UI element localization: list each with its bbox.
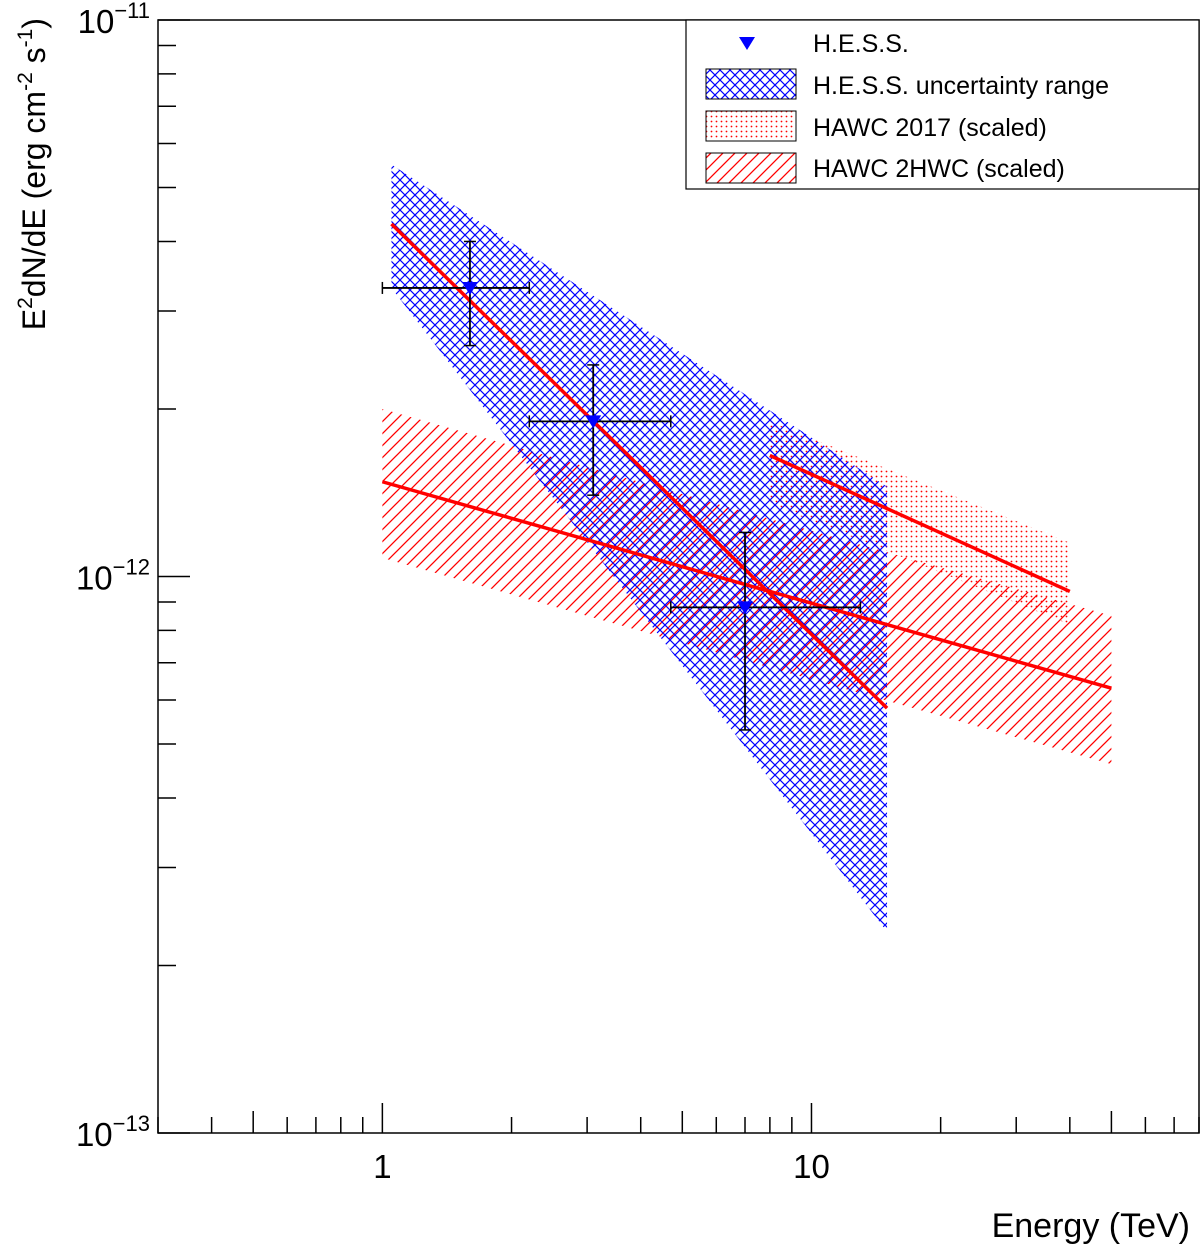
legend-item-hawc2017: HAWC 2017 (scaled) [705, 110, 1047, 142]
point-marker-triangle [585, 415, 602, 429]
legend-label-hawc2017: HAWC 2017 (scaled) [813, 114, 1047, 142]
hess_band-band [391, 164, 888, 932]
legend-swatch-diagonal [705, 152, 797, 184]
legend-label-hess: H.E.S.S. [813, 30, 909, 58]
y-tick-label: 10−13 [76, 1111, 150, 1153]
legend-label-hawc2hwc: HAWC 2HWC (scaled) [813, 155, 1065, 183]
x-axis-title: Energy (TeV) [992, 1207, 1190, 1245]
legend-label-hess-band: H.E.S.S. uncertainty range [813, 72, 1109, 100]
bands-layer [382, 164, 1112, 932]
legend-item-hawc2hwc: HAWC 2HWC (scaled) [705, 152, 1065, 184]
point-marker-triangle [737, 601, 754, 615]
point-marker-triangle [461, 281, 478, 295]
x-tick-label: 10 [793, 1148, 830, 1185]
hess_band-fit-line [390, 222, 889, 710]
y-tick-label: 10−11 [78, 0, 150, 40]
axis-ticks [157, 19, 1200, 1134]
data-points-layer [381, 240, 862, 731]
fit-lines-layer [381, 222, 1112, 710]
hawc2017-fit-line [769, 453, 1071, 594]
legend-swatch-dots [705, 110, 797, 142]
y-tick-label: 10−12 [76, 555, 150, 597]
legend-marker-triangle [739, 37, 755, 50]
x-tick-label: 1 [373, 1148, 391, 1185]
data-point-1 [381, 240, 531, 347]
legend-item-hess-band: H.E.S.S. uncertainty range [705, 68, 1109, 100]
y-axis-title: E2dN/dE (erg cm-2 s-1) [14, 18, 52, 330]
data-point-2 [528, 364, 672, 496]
hawc2hwc-fit-line [381, 480, 1112, 690]
data-point-3 [670, 531, 862, 731]
axis-tick-labels: 1 10 10−11 10−12 10−13 [76, 0, 830, 1185]
legend-item-hess-points: H.E.S.S. [739, 30, 909, 58]
legend: H.E.S.S. H.E.S.S. uncertainty range HAWC… [685, 19, 1200, 190]
legend-swatch-crosshatch [705, 68, 797, 100]
